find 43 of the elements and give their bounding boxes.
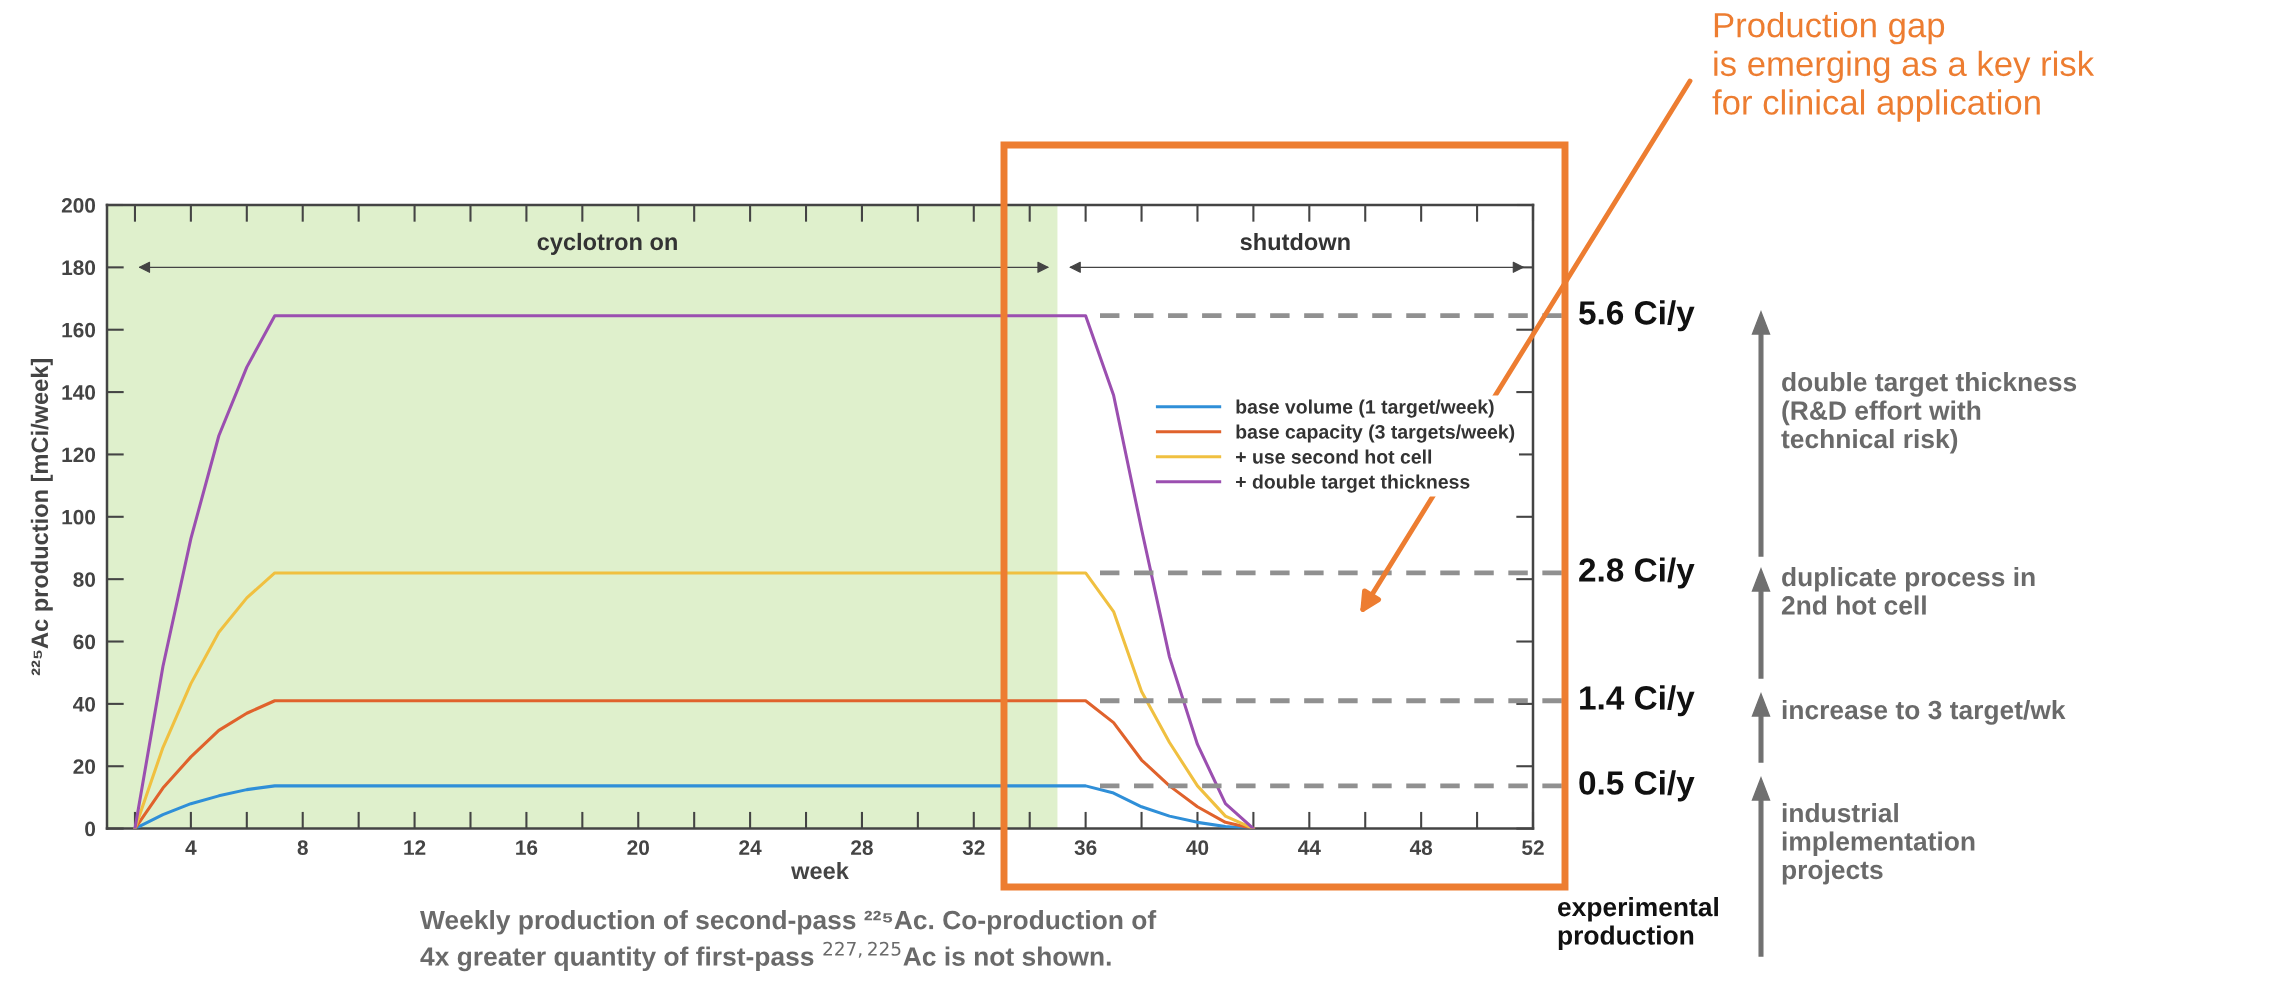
text: double target thickness (R&D effort with technical risk): [1781, 372, 2077, 454]
x-tick-label: 12: [404, 840, 426, 855]
text: duplicate process in 2nd hot cell: [1781, 567, 2035, 615]
y-tick-label: 160: [62, 322, 96, 338]
y-tick-label: 20: [73, 759, 96, 774]
text: increase to 3 target/wk: [1782, 700, 2066, 725]
legend-label: + use second hot cell: [1236, 449, 1432, 464]
x-tick-label: 16: [516, 840, 538, 856]
legend-label: base volume (1 target/week): [1236, 399, 1494, 418]
x-axis-title: week: [791, 861, 849, 880]
x-tick-label: 4: [185, 840, 197, 855]
y-tick-label: 0: [85, 821, 96, 837]
y-tick-label: 80: [73, 572, 96, 587]
text: industrial implementation projects: [1782, 803, 1975, 885]
legend-label: base capacity (3 targets/week): [1236, 424, 1515, 443]
x-tick-label: 28: [851, 840, 873, 856]
x-tick-label: 52: [1522, 840, 1544, 856]
x-tick-label: 32: [962, 840, 985, 856]
y-tick-label: 140: [62, 385, 96, 400]
y-tick-label: 100: [62, 509, 96, 525]
x-tick-label: 48: [1409, 840, 1433, 856]
x-tick-label: 36: [1074, 840, 1097, 856]
band-label: cyclotron on: [537, 232, 677, 255]
y-tick-label: 200: [61, 198, 96, 213]
ref-line-label: 0.5 Ci/y: [1579, 770, 1695, 802]
x-tick-label: 40: [1186, 840, 1209, 856]
text: Production gap is emerging as a key risk for clinical application: [1712, 12, 2095, 122]
ref-line-label: 1.4 Ci/y: [1580, 685, 1695, 717]
y-tick-label: 40: [73, 696, 96, 712]
legend-label: + double target thickness: [1236, 474, 1470, 493]
text: experimental production: [1558, 897, 1718, 951]
x-tick-label: 24: [739, 840, 762, 855]
band-label: shutdown: [1240, 232, 1350, 251]
y-axis-title: ²²⁵Ac production [mCi/week]: [30, 359, 53, 676]
y-tick-label: 180: [62, 260, 96, 276]
x-tick-label: 8: [297, 840, 308, 856]
x-tick-label: 44: [1298, 840, 1321, 855]
ref-line-label: 5.6 Ci/y: [1579, 300, 1695, 332]
text: Weekly production of second-pass ²²⁵Ac. Co-production of 4x greater quantity of first-pass $^{227,225}$Ac is not shown.: [420, 910, 1157, 972]
x-tick-label: 20: [627, 840, 649, 856]
y-tick-label: 120: [62, 447, 96, 463]
y-tick-label: 60: [73, 634, 96, 650]
ref-line-label: 2.8 Ci/y: [1579, 557, 1695, 589]
